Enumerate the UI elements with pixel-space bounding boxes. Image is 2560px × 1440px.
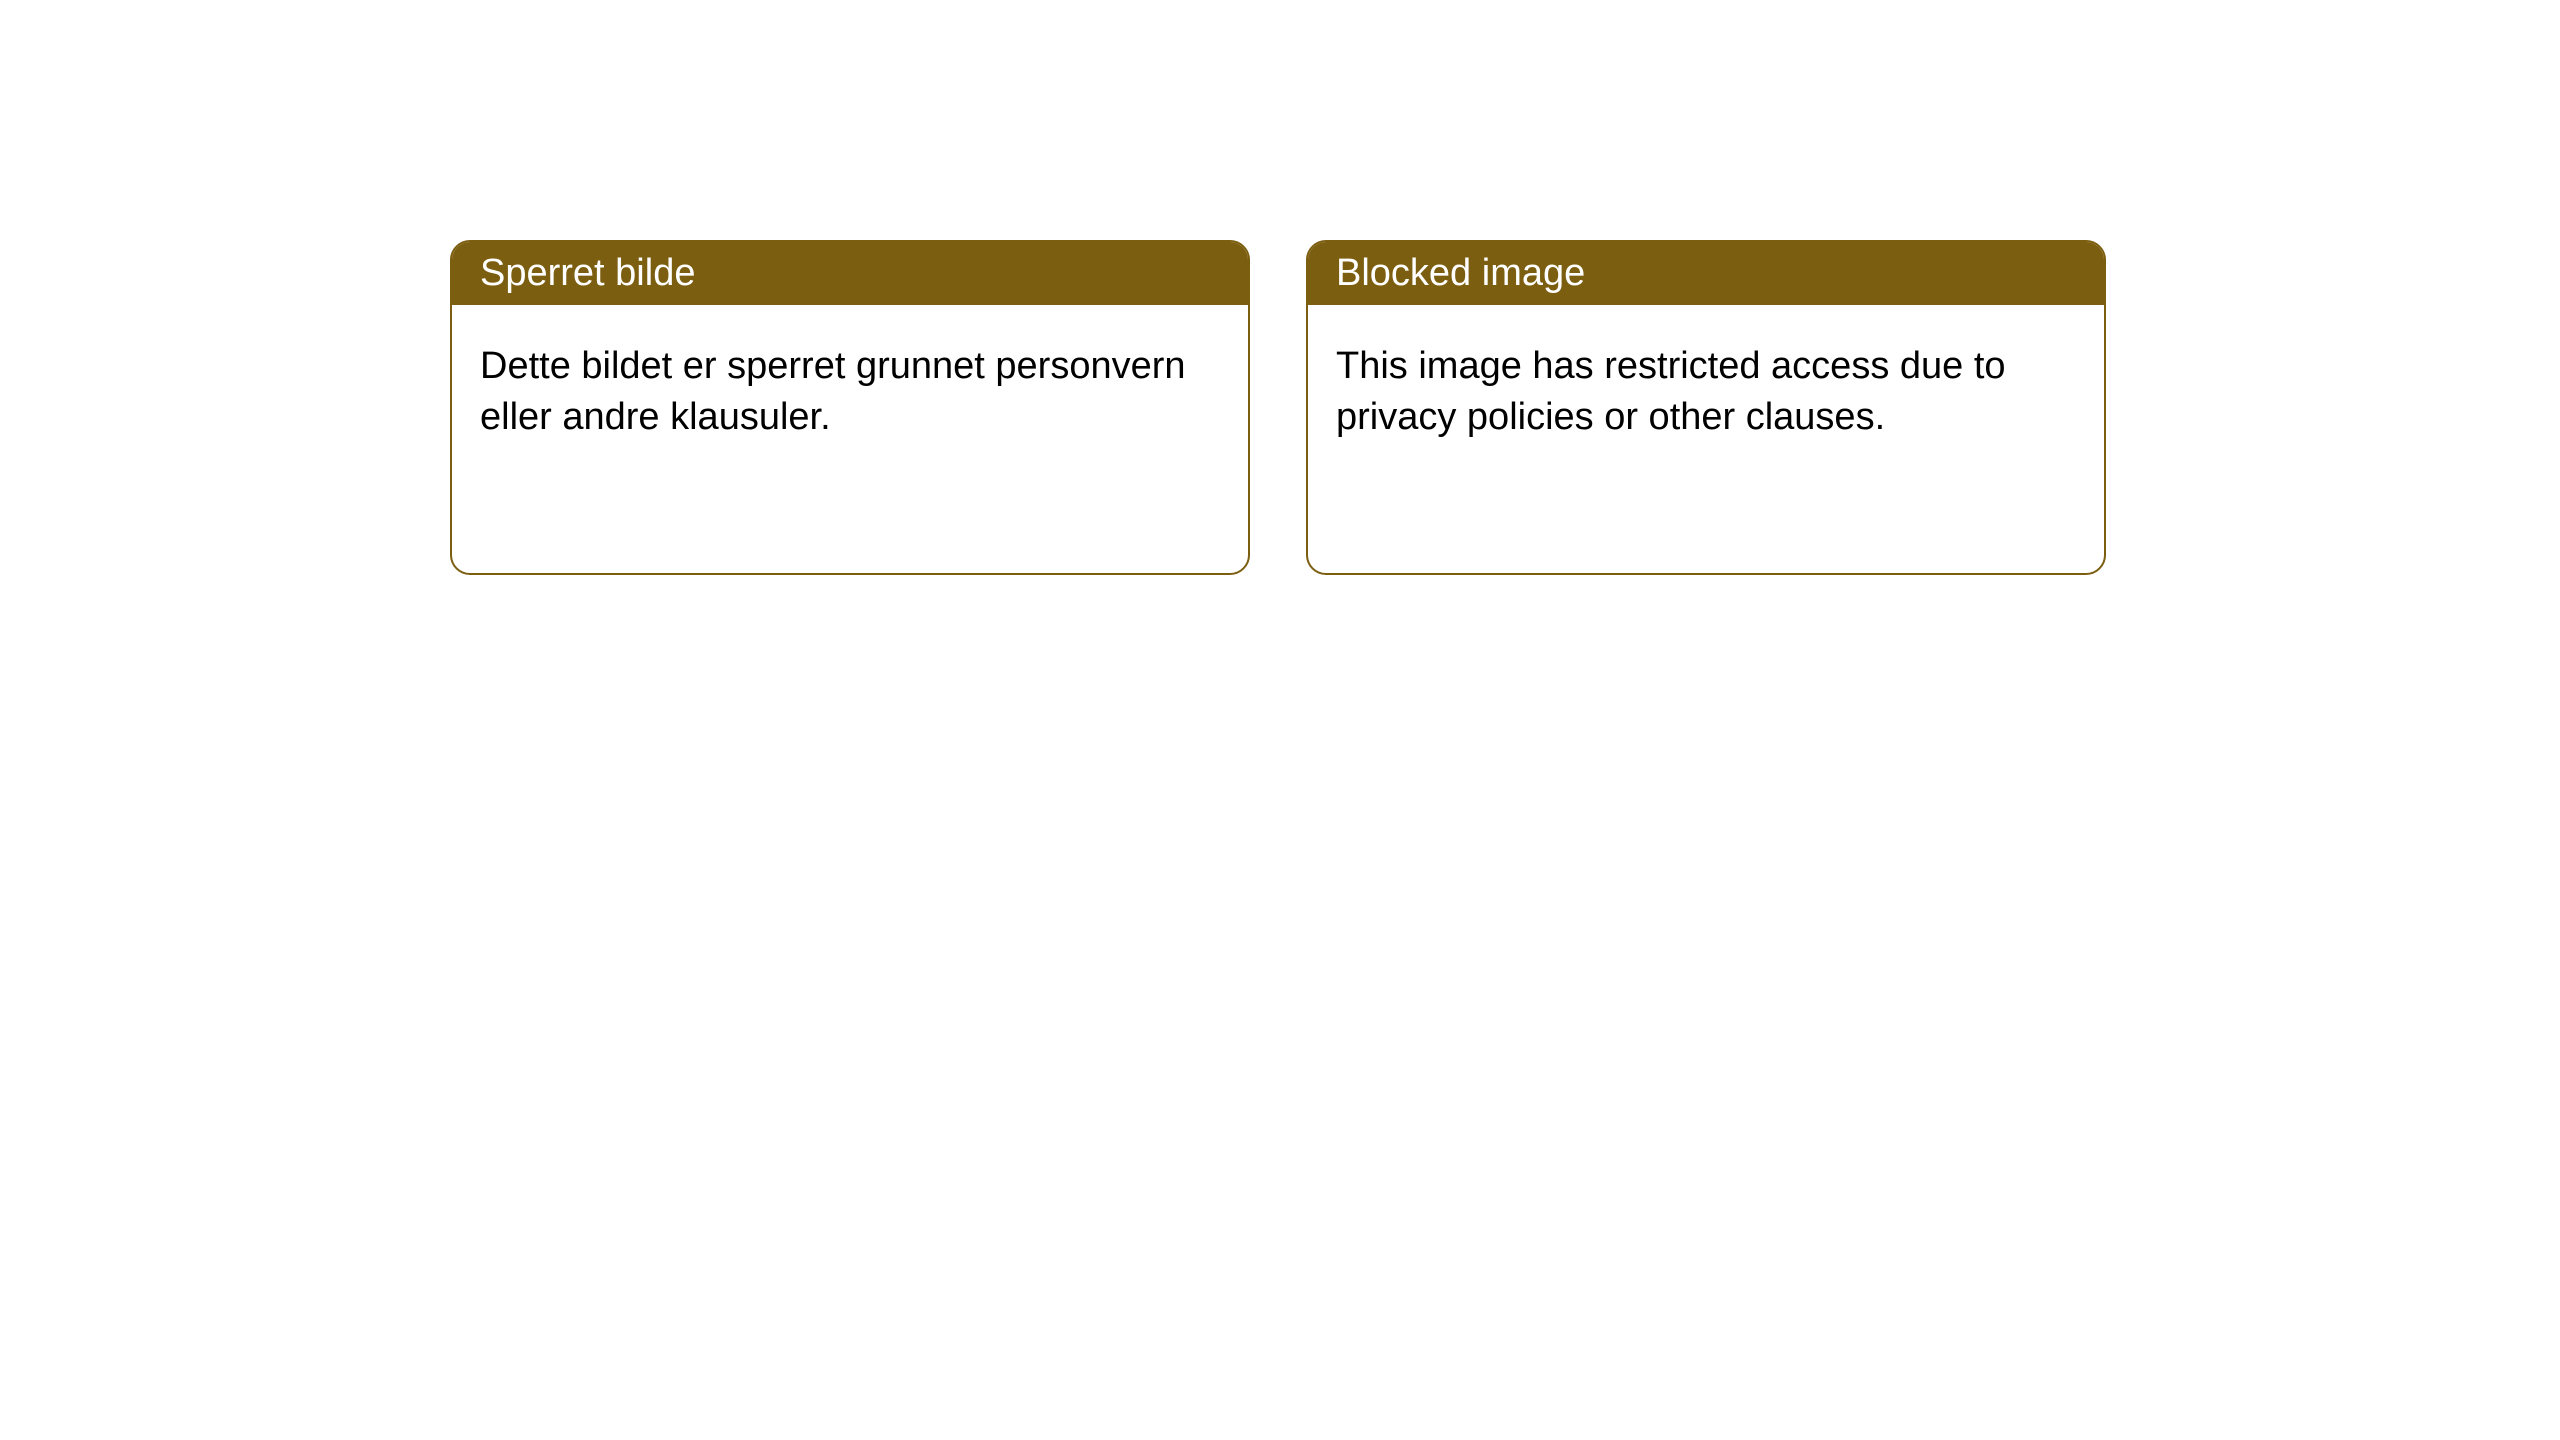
notice-container: Sperret bilde Dette bildet er sperret gr… bbox=[0, 0, 2560, 575]
card-header: Blocked image bbox=[1308, 242, 2104, 305]
card-title: Sperret bilde bbox=[480, 252, 695, 294]
card-body: Dette bildet er sperret grunnet personve… bbox=[452, 305, 1248, 480]
card-body: This image has restricted access due to … bbox=[1308, 305, 2104, 480]
card-title: Blocked image bbox=[1336, 252, 1585, 294]
card-header: Sperret bilde bbox=[452, 242, 1248, 305]
notice-card-english: Blocked image This image has restricted … bbox=[1306, 240, 2106, 575]
notice-card-norwegian: Sperret bilde Dette bildet er sperret gr… bbox=[450, 240, 1250, 575]
card-body-text: Dette bildet er sperret grunnet personve… bbox=[480, 345, 1186, 438]
card-body-text: This image has restricted access due to … bbox=[1336, 345, 2006, 438]
